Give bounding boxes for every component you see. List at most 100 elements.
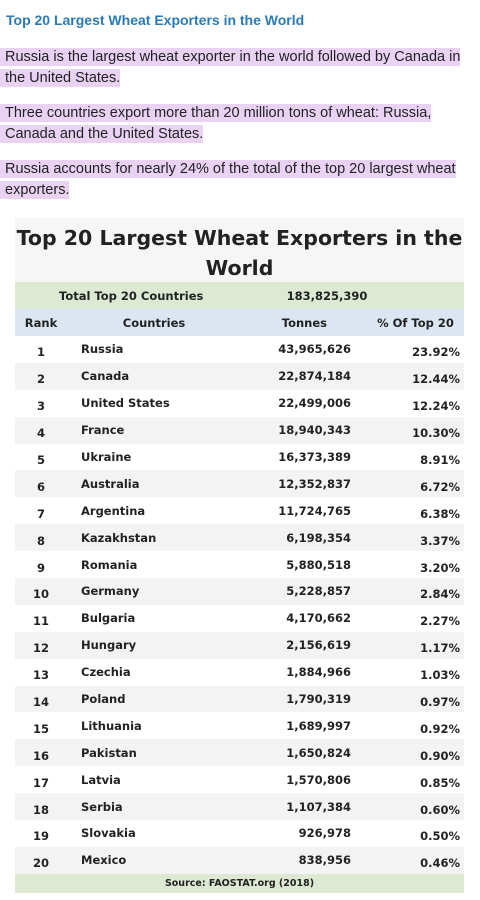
- rank-cell: 11: [32, 614, 49, 629]
- percent-cell: 6.38%: [420, 506, 460, 521]
- percent-cell: 3.37%: [420, 533, 460, 548]
- tonnes-cell: 6,198,354: [286, 530, 351, 545]
- rank-cell: 3: [36, 399, 45, 414]
- tonnes-cell: 5,880,518: [286, 557, 351, 572]
- tonnes-cell: 22,874,184: [278, 369, 351, 384]
- percent-cell: 12.44%: [412, 372, 460, 387]
- source-text: Source: FAOSTAT.org (2018): [164, 877, 315, 889]
- header-tonnes: Tonnes: [281, 315, 327, 330]
- rank-cell: 7: [36, 506, 45, 521]
- tonnes-cell: 926,978: [298, 826, 351, 841]
- total-row: Total Top 20 Countries 183,825,390: [15, 282, 464, 309]
- percent-cell: 6.72%: [420, 479, 460, 494]
- country-cell: United States: [81, 396, 170, 411]
- rank-cell: 13: [32, 668, 49, 683]
- country-cell: Hungary: [81, 638, 137, 653]
- page-title: Top 20 Largest Wheat Exporters in the Wo…: [6, 12, 305, 28]
- rank-cell: 16: [32, 748, 49, 763]
- table-row: 5 Ukraine 16,373,389 8.91%: [15, 444, 464, 471]
- rank-cell: 4: [36, 426, 45, 441]
- header-countries: Countries: [122, 315, 186, 330]
- tonnes-cell: 18,940,343: [278, 423, 351, 438]
- table-header-row: Rank Countries Tonnes % Of Top 20: [15, 309, 464, 336]
- table-row: 16 Pakistan 1,650,824 0.90%: [15, 739, 464, 767]
- tonnes-cell: 1,650,824: [286, 745, 351, 760]
- table-row: 7 Argentina 11,724,765 6.38%: [15, 497, 464, 524]
- country-cell: Russia: [81, 342, 124, 357]
- percent-cell: 8.91%: [420, 453, 460, 467]
- rank-cell: 19: [32, 829, 49, 844]
- tonnes-cell: 838,956: [298, 853, 351, 868]
- country-cell: Pakistan: [81, 745, 137, 760]
- percent-cell: 2.27%: [420, 614, 460, 629]
- country-cell: Kazakhstan: [81, 530, 157, 545]
- tonnes-cell: 16,373,389: [278, 450, 351, 464]
- tonnes-cell: 12,352,837: [278, 476, 351, 491]
- country-cell: Poland: [81, 692, 126, 707]
- percent-cell: 10.30%: [412, 426, 460, 441]
- country-cell: Lithuania: [81, 718, 142, 733]
- country-cell: Czechia: [81, 665, 131, 680]
- paragraph-3-text: Russia accounts for nearly 24% of the to…: [0, 160, 456, 199]
- header-rank: Rank: [24, 315, 58, 330]
- rank-cell: 15: [32, 721, 49, 736]
- table-row: 9 Romania 5,880,518 3.20%: [15, 551, 464, 578]
- table-row: 2 Canada 22,874,184 12.44%: [15, 362, 464, 390]
- table-row: 18 Serbia 1,107,384 0.60%: [15, 793, 464, 821]
- table-row: 3 United States 22,499,006 12.24%: [15, 390, 464, 417]
- country-cell: Canada: [81, 369, 130, 384]
- rank-cell: 20: [32, 856, 49, 871]
- tonnes-cell: 1,884,966: [286, 665, 351, 680]
- percent-cell: 1.17%: [420, 641, 460, 656]
- percent-cell: 12.24%: [412, 399, 460, 414]
- table-row: 14 Poland 1,790,319 0.97%: [15, 685, 464, 713]
- country-cell: Slovakia: [81, 826, 136, 841]
- table-row: 4 France 18,940,343 10.30%: [15, 416, 464, 444]
- rank-cell: 14: [32, 695, 49, 710]
- table-row: 11 Bulgaria 4,170,662 2.27%: [15, 605, 464, 632]
- percent-cell: 0.97%: [420, 695, 460, 710]
- header-percent: % Of Top 20: [377, 315, 454, 330]
- tonnes-cell: 5,228,857: [286, 584, 351, 599]
- table-body: 1 Russia 43,965,626 23.92% 2 Canada 22,874,184…: [15, 336, 464, 874]
- table-row: 13 Czechia 1,884,966 1.03%: [15, 659, 464, 686]
- percent-cell: 0.50%: [420, 829, 460, 844]
- percent-cell: 23.92%: [412, 345, 460, 360]
- table-row: 19 Slovakia 926,978 0.50%: [15, 820, 464, 847]
- tonnes-cell: 43,965,626: [278, 342, 351, 357]
- paragraph-2: Three countries export more than 20 mill…: [0, 103, 470, 145]
- country-cell: Australia: [81, 476, 140, 491]
- rank-cell: 2: [36, 372, 45, 387]
- percent-cell: 0.46%: [420, 856, 460, 871]
- paragraph-2-text: Three countries export more than 20 mill…: [0, 104, 432, 143]
- percent-cell: 0.90%: [420, 748, 460, 763]
- country-cell: Mexico: [81, 853, 127, 868]
- tonnes-cell: 2,156,619: [286, 638, 351, 653]
- country-cell: Ukraine: [81, 450, 132, 464]
- table-row: 12 Hungary 2,156,619 1.17%: [15, 631, 464, 659]
- tonnes-cell: 1,689,997: [286, 718, 351, 733]
- table-row: 1 Russia 43,965,626 23.92%: [15, 336, 464, 363]
- percent-cell: 2.84%: [420, 587, 460, 602]
- rank-cell: 10: [32, 587, 49, 602]
- country-cell: Romania: [81, 557, 138, 572]
- wheat-exporters-table: Top 20 Largest Wheat Exporters in the Wo…: [15, 218, 464, 896]
- tonnes-cell: 1,107,384: [286, 799, 351, 814]
- percent-cell: 3.20%: [420, 560, 460, 575]
- country-cell: Argentina: [81, 503, 146, 518]
- total-value: 183,825,390: [286, 288, 368, 303]
- rank-cell: 8: [36, 533, 45, 548]
- table-row: 17 Latvia 1,570,806 0.85%: [15, 766, 464, 793]
- tonnes-cell: 22,499,006: [278, 396, 351, 411]
- country-cell: Germany: [81, 584, 140, 599]
- table-row: 15 Lithuania 1,689,997 0.92%: [15, 712, 464, 739]
- tonnes-cell: 11,724,765: [278, 503, 351, 518]
- country-cell: Latvia: [81, 772, 121, 787]
- rank-cell: 6: [36, 479, 45, 494]
- table-row: 8 Kazakhstan 6,198,354 3.37%: [15, 524, 464, 552]
- rank-cell: 5: [36, 453, 45, 467]
- table-row: 6 Australia 12,352,837 6.72%: [15, 470, 464, 498]
- tonnes-cell: 4,170,662: [286, 611, 351, 626]
- table-row: 20 Mexico 838,956 0.46%: [15, 846, 464, 874]
- percent-cell: 0.92%: [420, 721, 460, 736]
